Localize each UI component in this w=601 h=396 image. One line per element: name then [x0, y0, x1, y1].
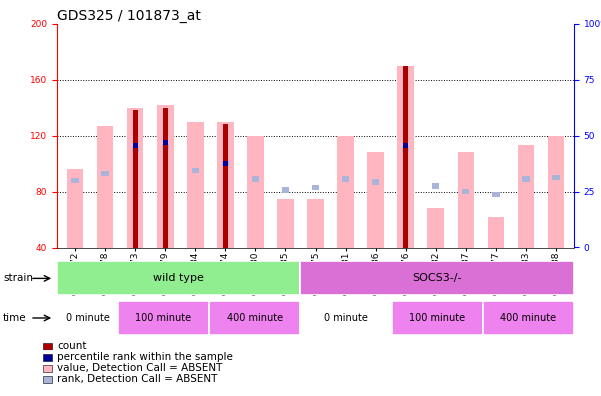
Text: SOCS3-/-: SOCS3-/- — [412, 273, 462, 283]
Bar — [217, 122, 234, 248]
Bar — [372, 179, 379, 185]
Bar — [402, 147, 409, 152]
Bar — [67, 169, 84, 248]
Text: GDS325 / 101873_at: GDS325 / 101873_at — [57, 9, 201, 23]
Bar — [247, 135, 264, 248]
Bar — [403, 66, 408, 248]
Bar — [277, 198, 294, 248]
Bar — [492, 192, 499, 197]
Bar — [367, 152, 384, 248]
Bar — [457, 152, 474, 248]
Bar — [552, 175, 560, 180]
Bar — [209, 301, 300, 335]
Bar — [133, 110, 138, 248]
Bar — [192, 168, 199, 173]
Text: 0 minute: 0 minute — [66, 313, 109, 323]
Bar — [57, 301, 118, 335]
Bar — [72, 177, 79, 183]
Bar — [483, 301, 574, 335]
Bar — [397, 66, 414, 248]
Bar — [223, 161, 228, 166]
Bar — [487, 217, 504, 248]
Bar — [118, 301, 209, 335]
Bar — [43, 365, 52, 372]
Bar — [163, 140, 168, 145]
Text: 400 minute: 400 minute — [227, 313, 283, 323]
Bar — [522, 176, 529, 182]
Bar — [43, 376, 52, 383]
Bar — [282, 187, 289, 193]
Bar — [132, 147, 139, 152]
Bar — [133, 143, 138, 148]
Bar — [307, 198, 324, 248]
Bar — [163, 108, 168, 248]
Text: wild type: wild type — [153, 273, 204, 283]
Bar — [127, 108, 144, 248]
Bar — [252, 176, 259, 182]
Text: strain: strain — [3, 273, 33, 284]
Bar — [337, 135, 354, 248]
Text: percentile rank within the sample: percentile rank within the sample — [57, 352, 233, 362]
Bar — [427, 208, 444, 248]
Text: 100 minute: 100 minute — [135, 313, 192, 323]
Bar — [391, 301, 483, 335]
Text: time: time — [3, 313, 26, 323]
Bar — [43, 354, 52, 361]
Text: 100 minute: 100 minute — [409, 313, 465, 323]
Text: value, Detection Call = ABSENT: value, Detection Call = ABSENT — [57, 363, 222, 373]
Bar — [517, 145, 534, 248]
Bar — [432, 183, 439, 189]
Bar — [187, 122, 204, 248]
Bar — [97, 126, 114, 248]
Bar — [548, 135, 564, 248]
Bar — [223, 124, 228, 248]
Text: count: count — [57, 341, 87, 351]
Bar — [312, 185, 319, 190]
Bar — [43, 343, 52, 350]
Bar — [462, 189, 469, 194]
Bar — [57, 261, 300, 295]
Bar — [300, 301, 391, 335]
Text: rank, Detection Call = ABSENT: rank, Detection Call = ABSENT — [57, 374, 218, 385]
Bar — [403, 143, 408, 148]
Bar — [222, 161, 229, 166]
Bar — [300, 261, 574, 295]
Bar — [342, 176, 349, 182]
Bar — [102, 171, 109, 176]
Bar — [162, 144, 169, 150]
Bar — [157, 105, 174, 248]
Text: 0 minute: 0 minute — [324, 313, 368, 323]
Text: 400 minute: 400 minute — [500, 313, 557, 323]
